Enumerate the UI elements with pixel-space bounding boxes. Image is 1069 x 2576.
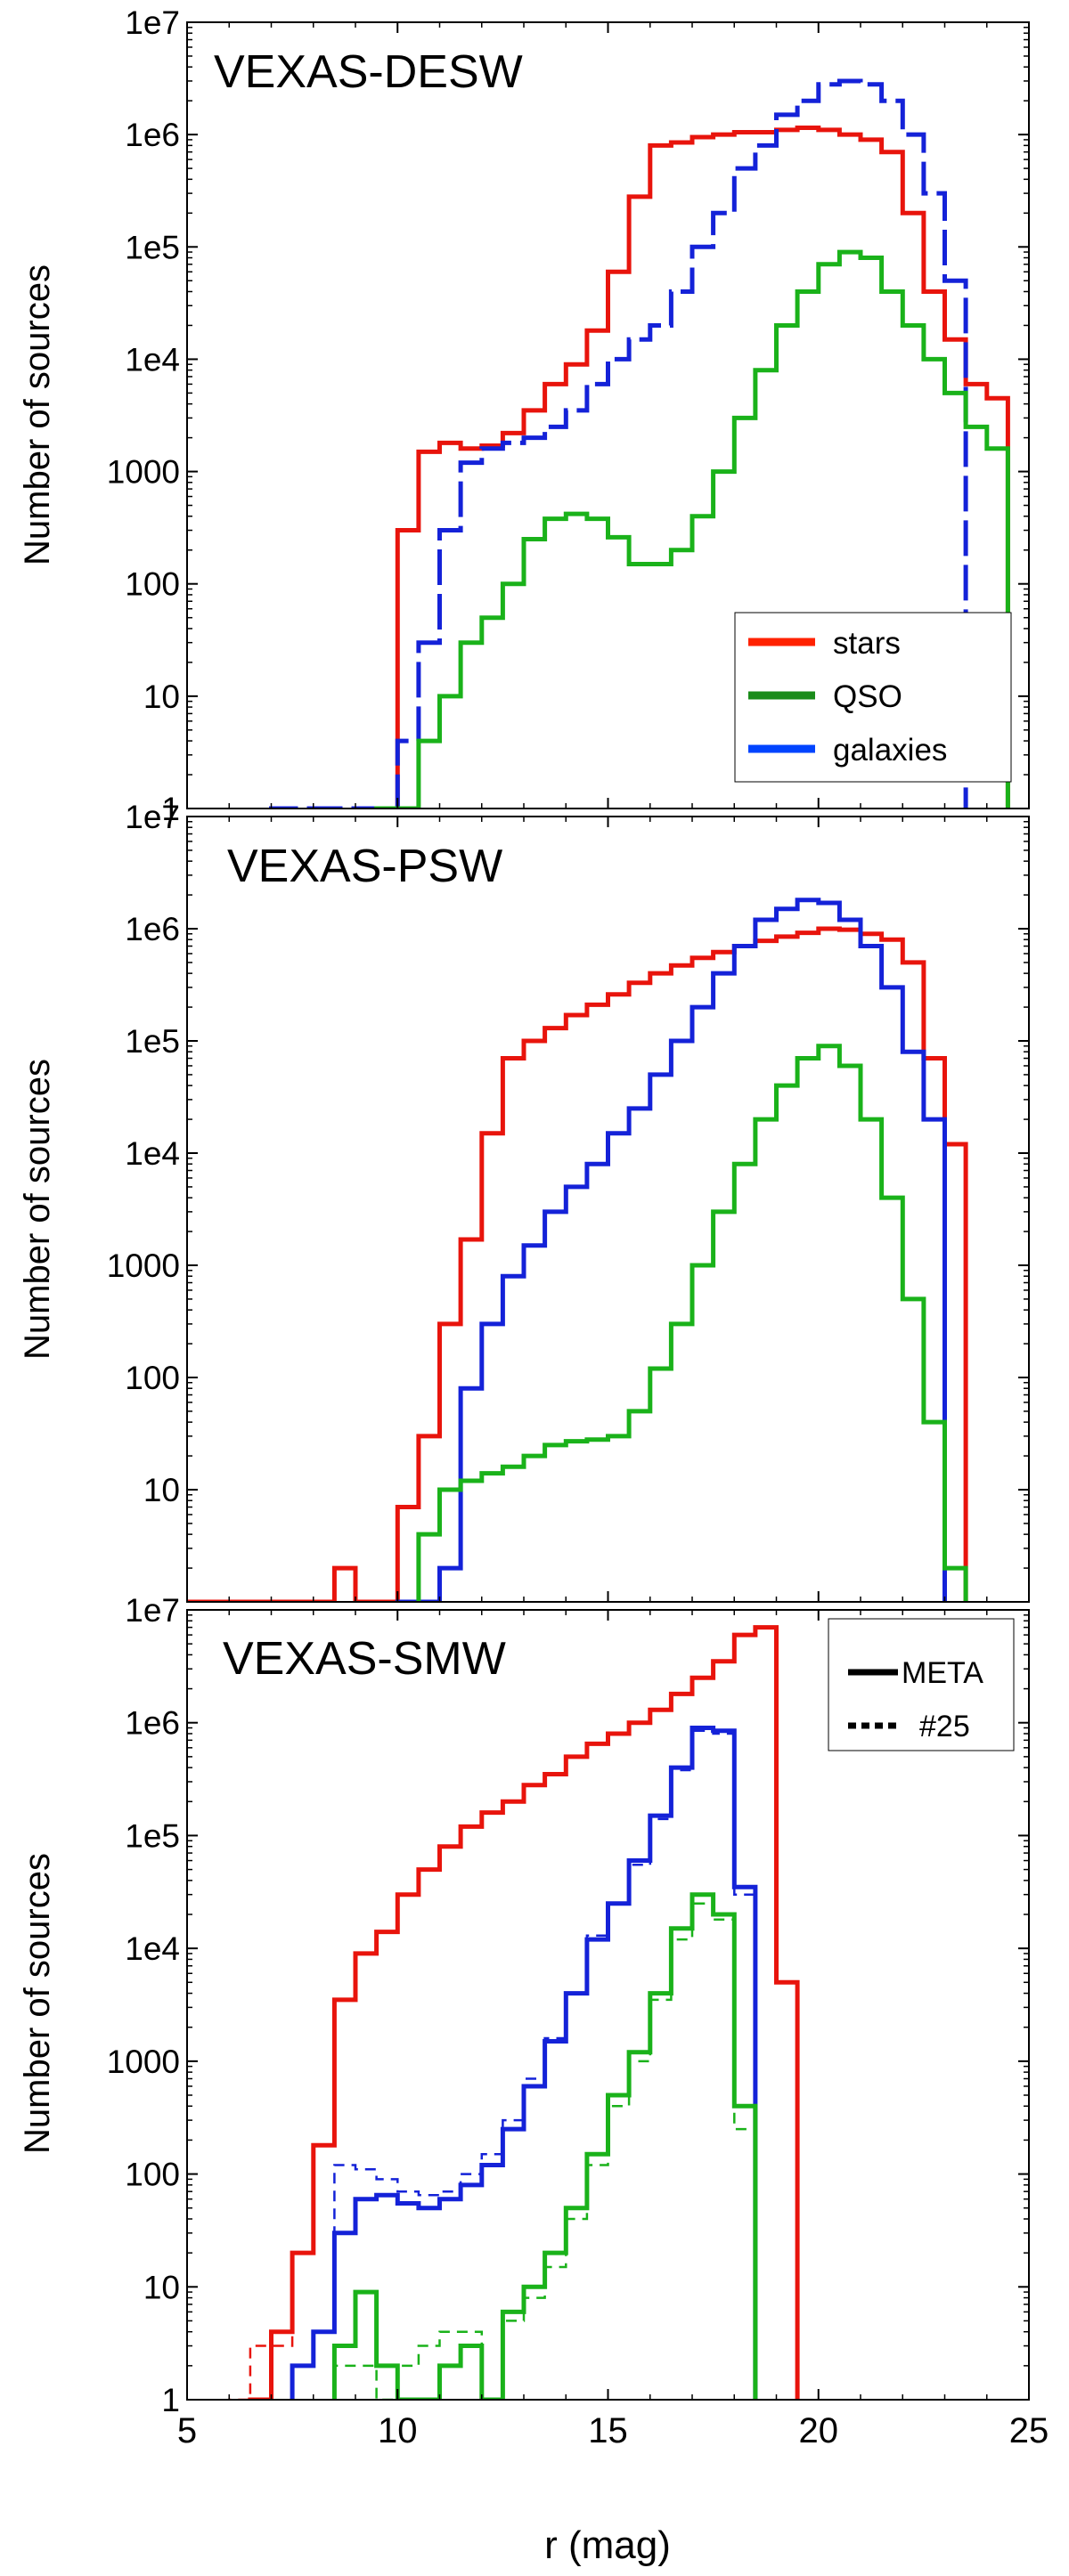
x-tick-label: 10 [378, 2411, 418, 2450]
y-tick-label: 10 [143, 2269, 180, 2305]
y-tick-label: 1e6 [125, 117, 180, 153]
y-tick-label: 10 [143, 1472, 180, 1508]
y-tick-label: 1e6 [125, 911, 180, 947]
y-tick-label: 1 [161, 2382, 180, 2418]
y-axis-label: Number of sources [18, 264, 57, 565]
panel-title: VEXAS-SMW [223, 1633, 506, 1685]
y-tick-label: 1e6 [125, 1705, 180, 1742]
legend: META #25 [828, 1618, 1015, 1751]
panel-title: VEXAS-PSW [227, 841, 502, 892]
series-stars [187, 926, 968, 1602]
series-stars [395, 126, 1010, 809]
series-layer [269, 78, 1010, 809]
y-tick-label: 1e7 [125, 4, 180, 41]
y-tick-label: 100 [125, 2157, 180, 2193]
x-tick-label: 25 [1009, 2411, 1049, 2450]
ticks-layer: 1 10 100 1000 1e4 1e5 1e6 1e7 [107, 4, 1030, 827]
series-galaxies [269, 78, 968, 809]
ticks-layer: 10 100 1000 1e4 1e5 1e6 1e7 [107, 799, 1030, 1603]
y-tick-label: 100 [125, 1360, 180, 1396]
panel-desw: 1 10 100 1000 1e4 1e5 1e6 1e7 VEXAS-DESW Number… [18, 4, 1030, 827]
y-tick-label: 100 [125, 566, 180, 603]
series-qso [416, 1044, 968, 1602]
series-layer [187, 898, 968, 1602]
series-qso [374, 249, 1010, 809]
y-tick-label: 1e4 [125, 341, 180, 378]
y-tick-label: 1000 [107, 1247, 180, 1284]
y-tick-label: 1e4 [125, 1135, 180, 1172]
x-tick-label: 15 [588, 2411, 628, 2450]
series-galaxies [395, 898, 947, 1602]
legend: stars QSO galaxies [734, 612, 1012, 783]
panel-psw: 10 100 1000 1e4 1e5 1e6 1e7 VEXAS-PSW Number o… [18, 799, 1030, 1603]
x-tick-label: 20 [799, 2411, 839, 2450]
y-tick-label: 1e7 [125, 1592, 180, 1629]
panel-title: VEXAS-DESW [214, 46, 523, 98]
ticks-layer: 1 10 100 1000 1e4 1e5 1e6 1e7 5 10 15 20 25 [107, 1592, 1049, 2450]
y-axis-label: Number of sources [18, 1059, 57, 1360]
series-galaxies-dr25 [290, 1729, 757, 2400]
y-axis-label: Number of sources [18, 1853, 57, 2154]
y-tick-label: 1e5 [125, 1817, 180, 1854]
legend-box [828, 1618, 1015, 1751]
y-tick-label: 1000 [107, 454, 180, 491]
series-qso-dr25 [333, 1902, 757, 2400]
legend-label-meta: META [902, 1656, 983, 1690]
y-tick-label: 1e5 [125, 1023, 180, 1060]
y-tick-label: 10 [143, 679, 180, 715]
x-tick-label: 5 [177, 2411, 197, 2450]
legend-label-galaxies: galaxies [833, 733, 947, 768]
legend-label-stars: stars [833, 626, 901, 661]
y-tick-label: 1000 [107, 2044, 180, 2080]
series-stars-dr25 [228, 1626, 799, 2400]
panel-smw: 1 10 100 1000 1e4 1e5 1e6 1e7 5 10 15 20 25 VEXAS-SM… [18, 1592, 1049, 2567]
legend-label-25: #25 [919, 1710, 970, 1743]
x-axis-label: r (mag) [544, 2523, 671, 2567]
legend-label-qso: QSO [833, 679, 902, 714]
y-tick-label: 1 [161, 791, 180, 827]
y-tick-label: 1e5 [125, 229, 180, 265]
y-tick-label: 1e4 [125, 1930, 180, 1967]
y-tick-label: 1e7 [125, 799, 180, 835]
